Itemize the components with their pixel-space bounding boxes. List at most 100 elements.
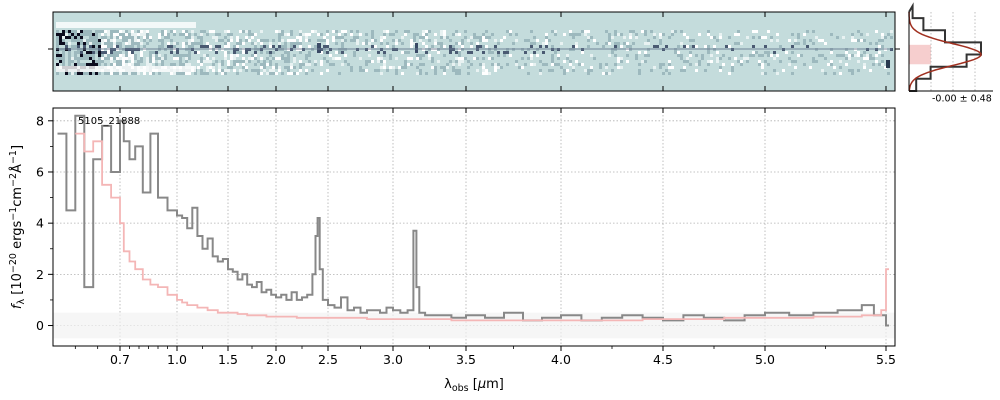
- spectrum-2d-pixel: [737, 30, 740, 33]
- spectrum-2d-pixel: [305, 33, 308, 36]
- spectrum-2d-pixel: [767, 63, 770, 66]
- spectrum-2d-pixel: [260, 72, 263, 75]
- spectrum-2d-pixel: [593, 57, 596, 60]
- spectrum-2d-pixel: [320, 33, 323, 36]
- spectrum-2d-pixel: [758, 63, 761, 66]
- spectrum-2d-pixel: [227, 39, 230, 42]
- spectrum-2d-pixel: [383, 36, 386, 39]
- spectrum-2d-pixel: [191, 36, 194, 39]
- spectrum-2d-pixel: [185, 60, 188, 63]
- spectrum-2d-pixel: [74, 30, 77, 33]
- spectrum-2d-pixel: [137, 39, 140, 42]
- spectrum-2d-pixel: [335, 51, 338, 54]
- spectrum-2d-pixel: [68, 60, 71, 63]
- spectrum-2d-pixel: [677, 51, 680, 54]
- spectrum-2d-pixel: [866, 33, 869, 36]
- spectrum-2d-pixel: [239, 60, 242, 63]
- spectrum-2d-pixel: [116, 57, 119, 60]
- spectrum-2d-pixel: [485, 72, 488, 75]
- spectrum-2d-pixel: [104, 72, 107, 75]
- spectrum-2d-pixel: [386, 42, 389, 45]
- spectrum-2d-pixel: [497, 66, 500, 69]
- spectrum-2d-pixel: [95, 36, 98, 39]
- spectrum-2d-pixel: [356, 42, 359, 45]
- spectrum-2d-pixel: [767, 30, 770, 33]
- spectrum-2d-pixel: [476, 45, 479, 48]
- spectrum-2d-pixel: [860, 33, 863, 36]
- spectrum-2d-pixel: [92, 57, 95, 60]
- spectrum-2d-pixel: [812, 30, 815, 33]
- spectrum-2d-pixel: [83, 57, 86, 60]
- spectrum-2d-pixel: [110, 30, 113, 33]
- spectrum-2d-pixel: [437, 60, 440, 63]
- spectrum-2d-pixel: [101, 51, 104, 54]
- spectrum-2d-pixel: [110, 51, 113, 54]
- spectrum-2d-pixel: [215, 33, 218, 36]
- spectrum-2d-pixel: [542, 51, 545, 54]
- spectrum-2d-pixel: [392, 39, 395, 42]
- spectrum-2d-pixel: [764, 51, 767, 54]
- spectrum-2d-pixel: [179, 60, 182, 63]
- spectrum-2d-pixel: [320, 63, 323, 66]
- spectrum-2d-pixel: [173, 63, 176, 66]
- spectrum-2d-pixel: [665, 45, 668, 48]
- spectrum-2d-pixel: [218, 45, 221, 48]
- spectrum-2d-pixel: [740, 63, 743, 66]
- spectrum-2d-pixel: [299, 30, 302, 33]
- spectrum-2d-pixel: [68, 72, 71, 75]
- spectrum-2d-pixel: [239, 30, 242, 33]
- spectrum-2d-pixel: [203, 60, 206, 63]
- spectrum-2d-pixel: [773, 57, 776, 60]
- spectrum-2d-pixel: [365, 60, 368, 63]
- spectrum-2d-pixel: [71, 72, 74, 75]
- spectrum-2d-pixel: [755, 51, 758, 54]
- spectrum-2d-pixel: [635, 33, 638, 36]
- y-axis: 0 2 4 6 8: [36, 113, 53, 333]
- spectrum-2d-pixel: [176, 72, 179, 75]
- spectrum-2d-pixel: [272, 69, 275, 72]
- spectrum-2d-pixel: [335, 57, 338, 60]
- spectrum-2d-pixel: [131, 60, 134, 63]
- spectrum-2d-pixel: [221, 72, 224, 75]
- spectrum-2d-pixel: [593, 39, 596, 42]
- spectrum-2d-pixel: [137, 36, 140, 39]
- spectrum-2d-pixel: [209, 66, 212, 69]
- spectrum-2d-pixel: [62, 39, 65, 42]
- spectrum-2d-pixel: [86, 30, 89, 33]
- spectrum-2d-pixel: [212, 57, 215, 60]
- spectrum-2d-pixel: [332, 57, 335, 60]
- spectrum-2d-pixel: [467, 72, 470, 75]
- spectrum-2d-pixel: [707, 60, 710, 63]
- spectrum-2d-pixel: [401, 42, 404, 45]
- spectrum-2d-pixel: [572, 45, 575, 48]
- spectrum-2d-pixel: [557, 63, 560, 66]
- spectrum-2d-pixel: [719, 69, 722, 72]
- spectrum-2d-pixel: [188, 63, 191, 66]
- spectrum-2d-pixel: [146, 36, 149, 39]
- spectrum-2d-pixel: [224, 42, 227, 45]
- spectrum-2d-pixel: [224, 57, 227, 60]
- spectrum-2d-panel: [48, 11, 900, 92]
- spectrum-2d-pixel: [566, 69, 569, 72]
- spectrum-2d-pixel: [701, 54, 704, 57]
- spectrum-2d-pixel: [671, 30, 674, 33]
- spectrum-2d-pixel: [125, 45, 128, 48]
- spectrum-2d-pixel: [74, 33, 77, 36]
- spectrum-2d-pixel: [869, 57, 872, 60]
- y-tick-label: 2: [36, 267, 44, 282]
- spectrum-2d-pixel: [776, 54, 779, 57]
- spectrum-2d-pixel: [224, 54, 227, 57]
- spectrum-2d-pixel: [176, 54, 179, 57]
- spectrum-2d-pixel: [524, 51, 527, 54]
- spectrum-2d-pixel: [386, 45, 389, 48]
- spectrum-2d-pixel: [236, 36, 239, 39]
- y-tick-label: 0: [36, 318, 44, 333]
- spectrum-2d-pixel: [716, 60, 719, 63]
- spectrum-2d-pixel: [404, 51, 407, 54]
- spectrum-2d-pixel: [428, 54, 431, 57]
- spectrum-2d-pixel: [482, 57, 485, 60]
- spectrum-2d-pixel: [701, 57, 704, 60]
- spectrum-2d-pixel: [371, 45, 374, 48]
- spectrum-2d-pixel: [131, 30, 134, 33]
- spectrum-2d-pixel: [659, 42, 662, 45]
